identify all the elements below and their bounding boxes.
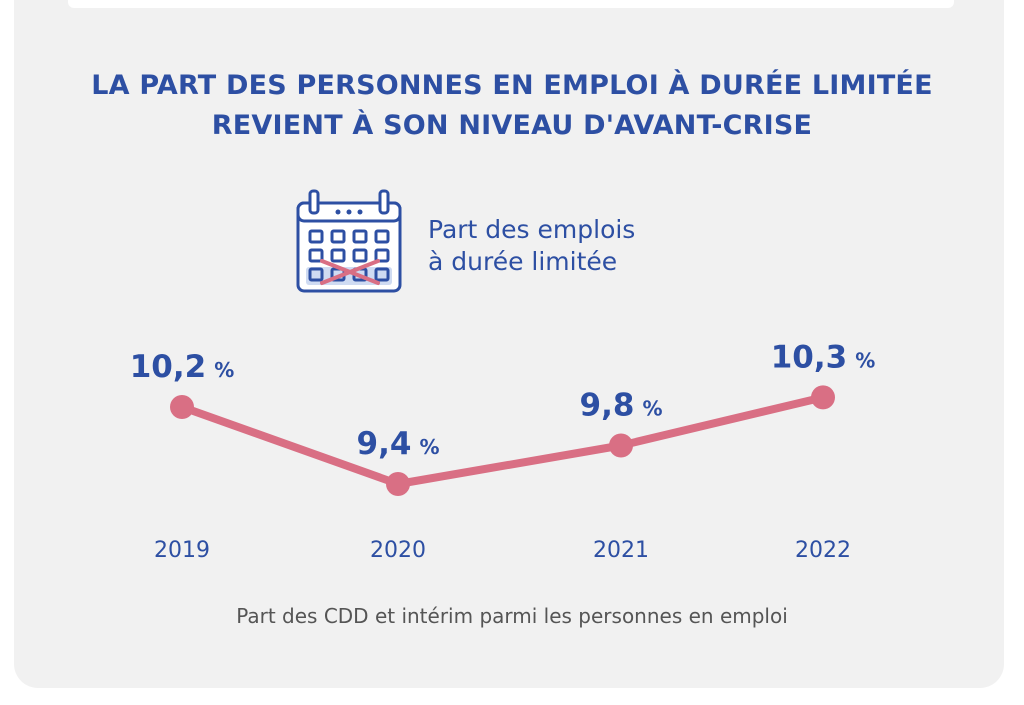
chart-footnote: Part des CDD et intérim parmi les person… [236,604,788,628]
x-tick-label: 2020 [370,538,426,563]
x-tick-label: 2019 [154,538,210,563]
x-tick-label: 2021 [593,538,649,563]
data-point [811,385,835,410]
data-label: 10,2% [130,349,235,385]
title-line-2: REVIENT À SON NIVEAU D'AVANT-CRISE [211,110,813,141]
legend-line-2: à durée limitée [428,247,618,276]
calendar-crossed-icon [296,189,402,293]
data-label: 10,3% [771,339,876,375]
data-label: 9,8% [580,388,663,424]
chart-card [14,0,1004,688]
data-point [609,433,633,458]
title-line-1: LA PART DES PERSONNES EN EMPLOI À DURÉE … [91,70,933,101]
x-tick-label: 2022 [795,538,851,563]
data-point [170,395,194,419]
top-divider [68,0,954,8]
legend-label: Part des emplois à durée limitée [428,214,748,278]
data-label: 9,4% [357,426,440,462]
legend-line-1: Part des emplois [428,215,636,244]
chart-title: LA PART DES PERSONNES EN EMPLOI À DURÉE … [0,66,1024,146]
series-line [178,393,827,488]
data-point [386,472,410,496]
